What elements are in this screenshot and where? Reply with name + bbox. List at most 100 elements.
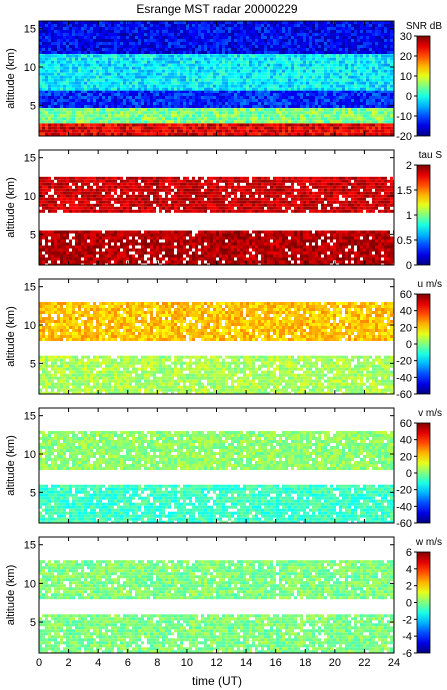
colorbar-tick-label: 6 <box>406 547 412 559</box>
colorbar-tick-label: 40 <box>400 435 412 447</box>
colorbar-label: u m/s <box>418 279 442 290</box>
heatmap-field <box>39 431 394 523</box>
colorbar-tick-label: 1.5 <box>397 185 412 197</box>
y-tick-label: 10 <box>24 320 36 332</box>
colorbar-label: SNR dB <box>406 21 442 32</box>
y-tick-label: 5 <box>30 358 36 370</box>
x-tick-label: 20 <box>329 657 341 669</box>
data-band <box>39 355 394 394</box>
data-band <box>39 90 394 108</box>
colorbar <box>416 551 431 654</box>
data-band <box>39 230 394 265</box>
heatmap-field <box>39 302 394 394</box>
figure-title: Esrange MST radar 20000229 <box>136 2 298 16</box>
y-tick-label: 10 <box>24 578 36 590</box>
colorbar-tick-label: -20 <box>396 131 412 143</box>
y-tick-label: 10 <box>24 62 36 74</box>
colorbar-tick-label: -6 <box>402 648 412 660</box>
x-tick-label: 8 <box>154 657 160 669</box>
heatmap-field <box>39 21 394 136</box>
y-tick-label: 15 <box>24 24 36 36</box>
y-tick-label: 15 <box>24 411 36 423</box>
data-band <box>39 51 394 91</box>
x-tick-label: 6 <box>125 657 131 669</box>
data-band <box>39 302 394 341</box>
colorbar <box>416 293 431 395</box>
y-axis-label: altitude (km) <box>5 565 17 626</box>
y-tick-label: 5 <box>30 100 36 112</box>
x-tick-label: 10 <box>181 657 193 669</box>
colorbar-tick-label: 30 <box>400 31 412 43</box>
colorbar-label: w m/s <box>415 537 442 548</box>
colorbar-tick-label: -60 <box>396 389 412 401</box>
y-tick-label: 5 <box>30 617 36 629</box>
colorbar-tick-label: 2 <box>406 160 412 172</box>
colorbar-tick-label: -20 <box>396 485 412 497</box>
data-band <box>39 431 394 470</box>
colorbar-tick-label: 60 <box>400 418 412 430</box>
data-band <box>39 484 394 523</box>
colorbar-tick-label: -10 <box>396 111 412 123</box>
colorbar-tick-label: 20 <box>400 51 412 63</box>
data-band <box>39 21 394 54</box>
colorbar-tick-label: -4 <box>402 631 412 643</box>
panel-4: 5 10 15 altitude (km) -60 -40 -20 0 20 40 60 v m/s <box>5 407 442 530</box>
x-tick-label: 22 <box>358 657 370 669</box>
x-tick-label: 4 <box>95 657 101 669</box>
colorbar <box>416 422 431 524</box>
panel-2: 5 10 15 altitude (km) 0 0.5 1 1.5 2 tau S <box>5 149 443 272</box>
colorbar-tick-label: -2 <box>402 614 412 626</box>
colorbar-tick-label: 0 <box>406 260 412 272</box>
colorbar-tick-label: 0 <box>406 598 412 610</box>
colorbar-tick-label: -20 <box>396 356 412 368</box>
panel-5: 5 10 15 altitude (km) -6 -4 -2 0 2 4 6w m/s <box>5 536 442 660</box>
colorbar-tick-label: 40 <box>400 306 412 318</box>
colorbar-tick-label: 1 <box>406 210 412 222</box>
colorbar-label: tau S <box>419 150 443 161</box>
x-axis-label: time (UT) <box>192 674 242 688</box>
colorbar-tick-label: -40 <box>396 372 412 384</box>
heatmap-field <box>39 176 394 265</box>
colorbar-tick-label: 60 <box>400 289 412 301</box>
y-axis-label: altitude (km) <box>5 177 17 238</box>
x-tick-label: 16 <box>270 657 282 669</box>
colorbar-tick-label: -60 <box>396 518 412 530</box>
panel-3: 5 10 15 altitude (km) -60 -40 -20 0 20 40 60 u m/s <box>5 278 442 401</box>
colorbar-label: v m/s <box>418 408 442 419</box>
colorbar-tick-label: 0 <box>406 339 412 351</box>
y-tick-label: 15 <box>24 153 36 165</box>
x-tick-label: 0 <box>36 657 42 669</box>
y-tick-label: 15 <box>24 282 36 294</box>
y-tick-label: 10 <box>24 191 36 203</box>
colorbar-tick-label: -40 <box>396 501 412 513</box>
y-tick-label: 10 <box>24 449 36 461</box>
colorbar-tick-label: 2 <box>406 581 412 593</box>
y-axis-label: altitude (km) <box>5 48 17 109</box>
x-tick-label: 2 <box>66 657 72 669</box>
colorbar <box>416 35 431 137</box>
y-tick-label: 15 <box>24 540 36 552</box>
colorbar-tick-label: 0 <box>406 91 412 103</box>
x-tick-label: 14 <box>240 657 252 669</box>
y-axis-label: altitude (km) <box>5 306 17 367</box>
y-tick-label: 5 <box>30 229 36 241</box>
colorbar-tick-label: 10 <box>400 71 412 83</box>
colorbar-tick-label: 20 <box>400 322 412 334</box>
x-tick-labels: 0 2 4 6 8 10 12 14 16 18 20 22 24 <box>36 657 400 669</box>
colorbar-tick-label: 20 <box>400 451 412 463</box>
colorbar-tick-label: 4 <box>406 564 412 576</box>
colorbar <box>416 164 431 266</box>
x-tick-label: 12 <box>210 657 222 669</box>
data-band <box>39 614 394 653</box>
colorbar-tick-label: 0 <box>406 468 412 480</box>
x-tick-label: 24 <box>388 657 400 669</box>
y-tick-label: 5 <box>30 487 36 499</box>
colorbar-tick-label: 0.5 <box>397 235 412 247</box>
data-band <box>39 176 394 213</box>
data-band <box>39 560 394 600</box>
y-axis-label: altitude (km) <box>5 435 17 496</box>
x-tick-label: 18 <box>299 657 311 669</box>
heatmap-field <box>39 560 394 653</box>
